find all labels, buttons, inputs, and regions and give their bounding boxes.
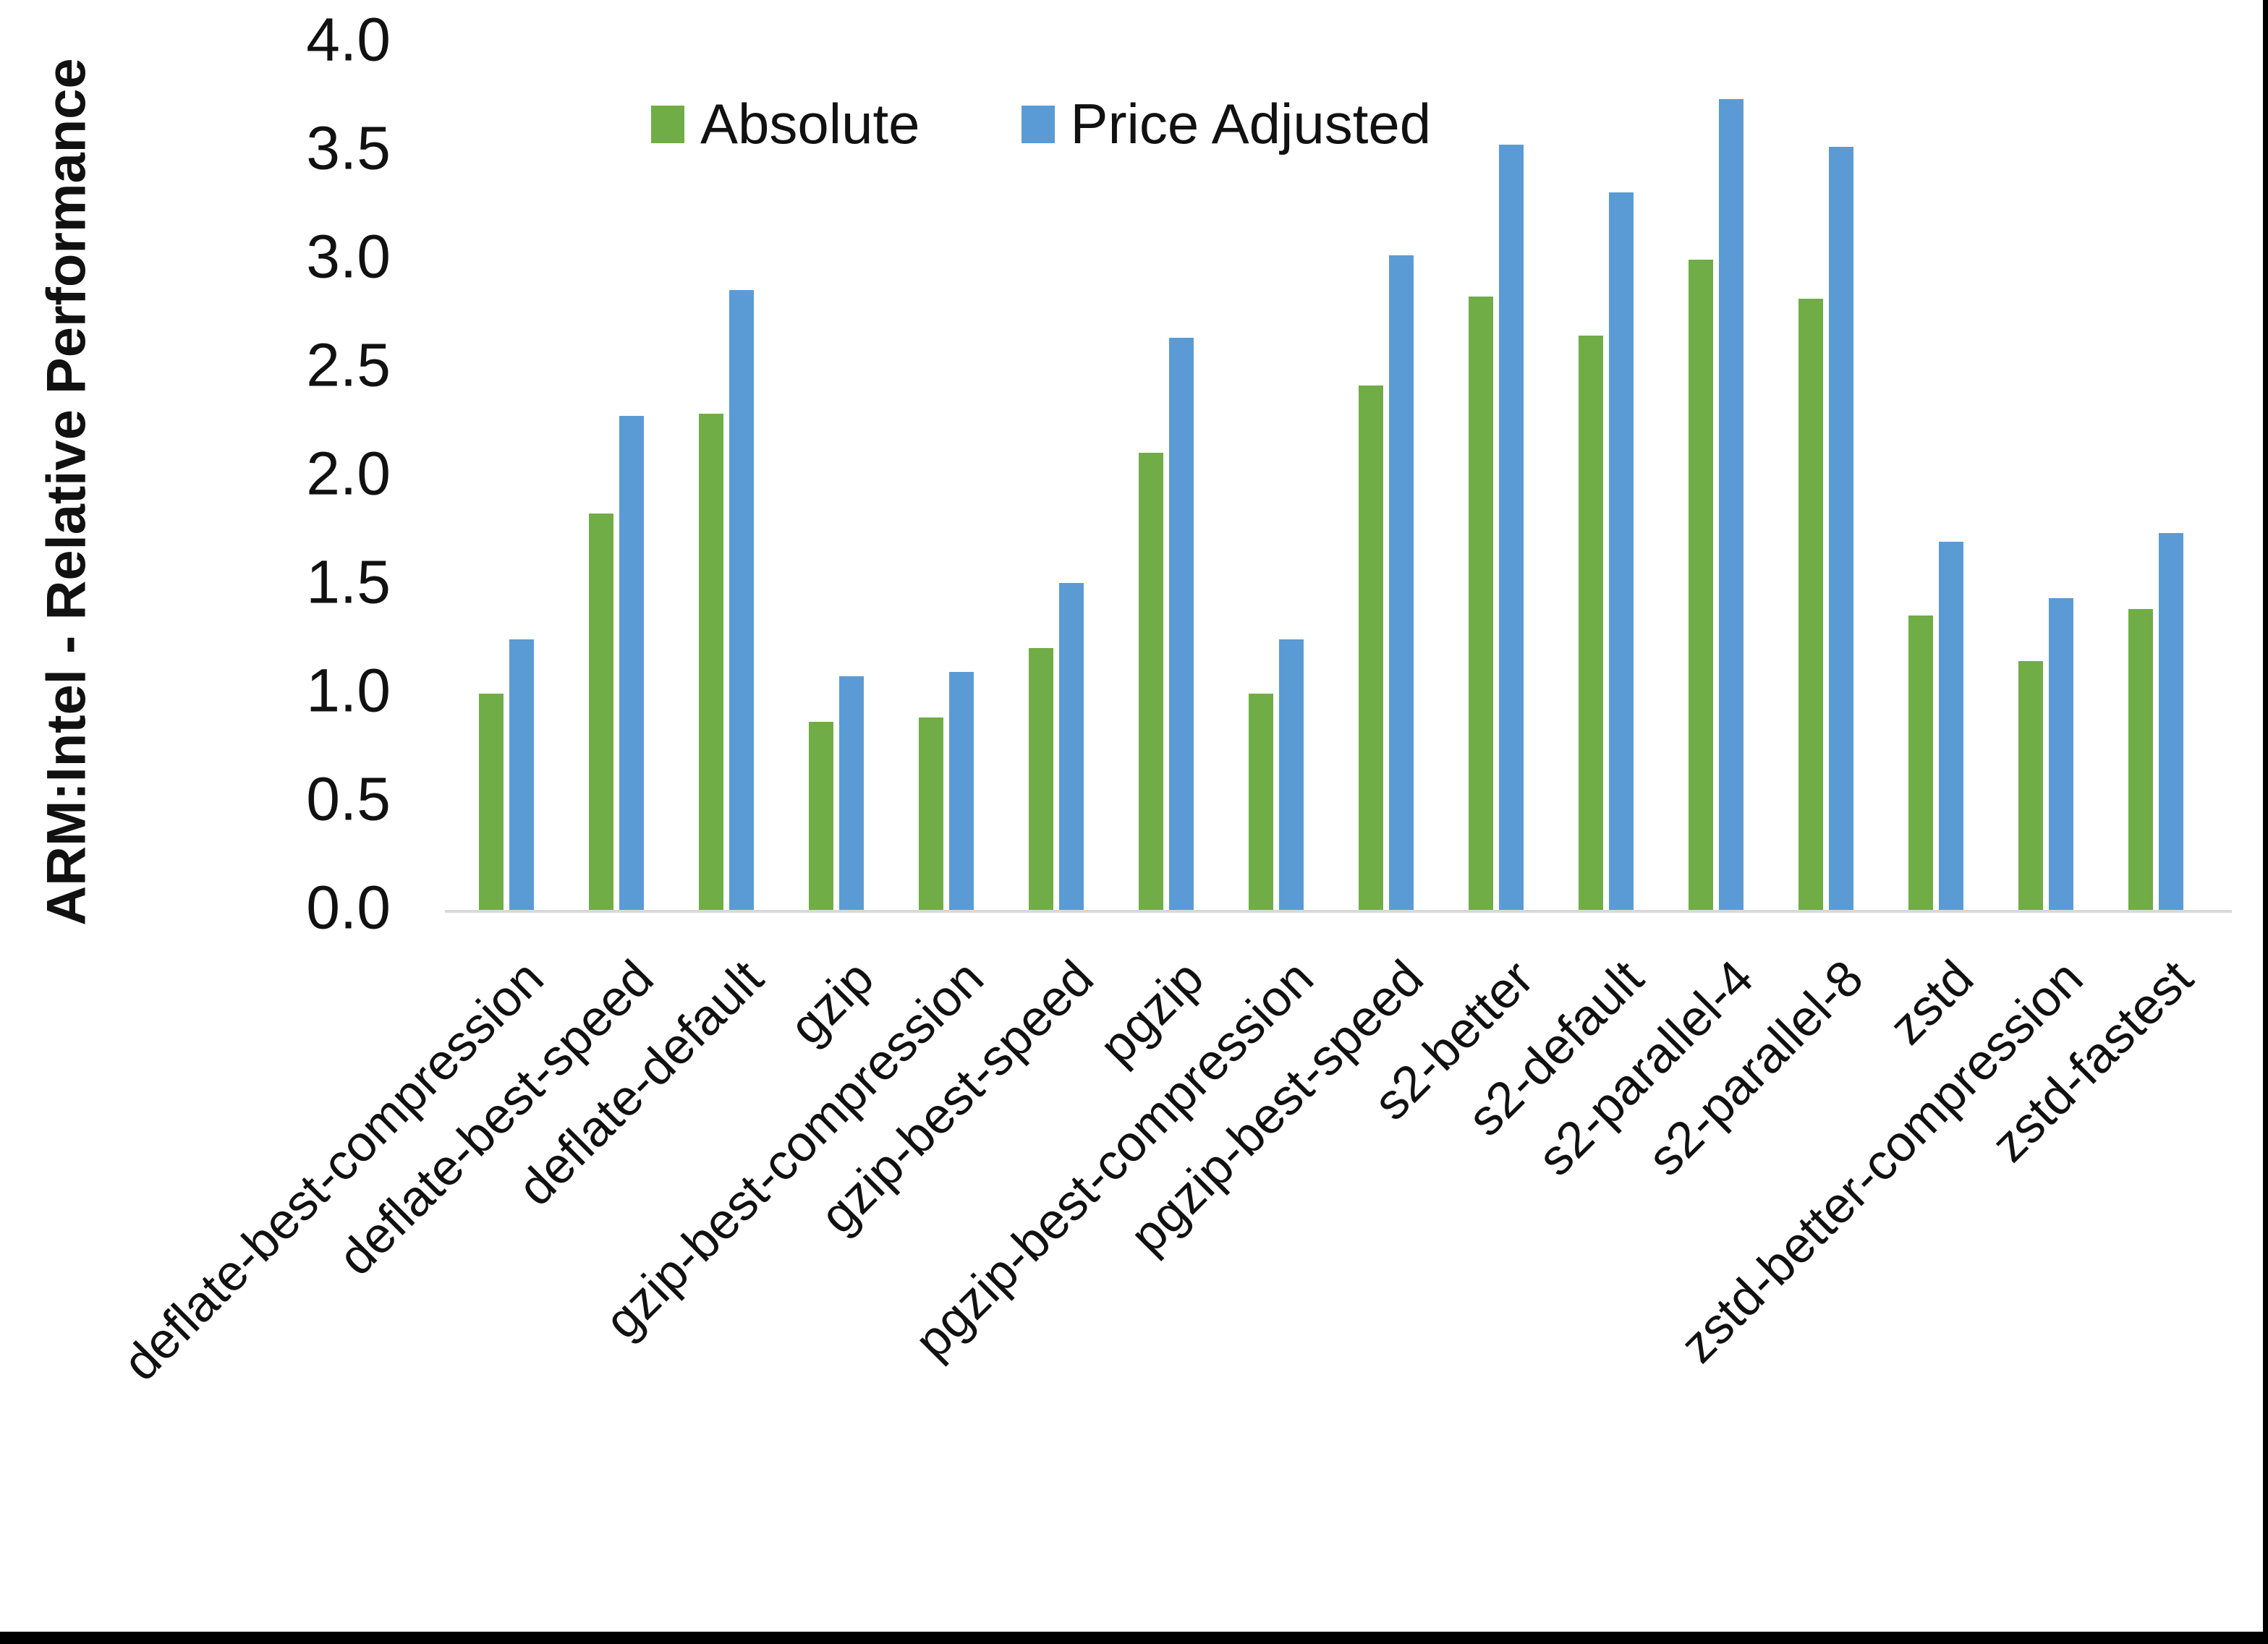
bar-absolute-s2-parallel-8 [1798, 299, 1823, 911]
y-tick-label-4.0: 4.0 [306, 5, 391, 74]
bar-price-adjusted-zstd-better-compression [2049, 598, 2073, 911]
y-axis-title: ARM:Intel - Relative Performance [35, 58, 98, 926]
bar-price-adjusted-pgzip-best-speed [1389, 255, 1414, 911]
x-category-label-deflate-best-compression: deflate-best-compression [111, 949, 554, 1392]
bar-absolute-s2-parallel-4 [1689, 260, 1713, 911]
legend-label-price-adjusted: Price Adjusted [1070, 92, 1432, 156]
x-axis-baseline [445, 910, 2232, 913]
frame-right-border [2263, 0, 2268, 1644]
y-tick-label-3.0: 3.0 [306, 222, 391, 291]
bar-price-adjusted-zstd [1939, 542, 1963, 911]
y-tick-label-1.5: 1.5 [306, 548, 391, 616]
bar-absolute-pgzip-best-compression [1249, 694, 1273, 911]
bar-price-adjusted-deflate-best-compression [509, 639, 534, 911]
bar-price-adjusted-pgzip [1169, 338, 1194, 911]
bar-absolute-deflate-default [699, 414, 723, 911]
bar-absolute-s2-better [1469, 297, 1493, 911]
bar-absolute-zstd [1908, 616, 1933, 911]
bar-absolute-s2-default [1579, 336, 1603, 911]
y-tick-label-0.0: 0.0 [306, 873, 391, 942]
bar-price-adjusted-s2-parallel-8 [1829, 147, 1853, 911]
y-tick-label-0.5: 0.5 [306, 764, 391, 833]
bar-price-adjusted-gzip-best-compression [949, 672, 974, 911]
bar-absolute-pgzip [1139, 453, 1163, 911]
bar-absolute-zstd-fastest [2128, 609, 2153, 911]
bar-price-adjusted-deflate-best-speed [619, 416, 644, 911]
bar-absolute-pgzip-best-speed [1359, 386, 1383, 911]
legend-item-price-adjusted: Price Adjusted [1021, 91, 1432, 157]
bar-price-adjusted-s2-default [1609, 192, 1634, 911]
bar-absolute-zstd-better-compression [2018, 661, 2043, 911]
bar-price-adjusted-pgzip-best-compression [1279, 639, 1304, 911]
bar-price-adjusted-gzip [839, 676, 864, 911]
legend-item-absolute: Absolute [651, 91, 920, 157]
y-tick-label-2.5: 2.5 [306, 331, 391, 399]
bar-price-adjusted-gzip-best-speed [1059, 583, 1084, 911]
bar-absolute-deflate-best-speed [589, 514, 613, 911]
bar-absolute-deflate-best-compression [479, 694, 504, 911]
legend: Absolute Price Adjusted [651, 91, 1431, 157]
bar-price-adjusted-zstd-fastest [2159, 533, 2183, 911]
bar-absolute-gzip-best-speed [1029, 648, 1053, 911]
bar-price-adjusted-s2-better [1499, 145, 1524, 911]
bar-price-adjusted-deflate-default [729, 290, 754, 911]
y-tick-label-1.0: 1.0 [306, 656, 391, 725]
bar-absolute-gzip-best-compression [919, 717, 943, 911]
y-tick-label-2.0: 2.0 [306, 439, 391, 508]
frame-bottom-border [0, 1632, 2268, 1644]
bar-absolute-gzip [809, 722, 833, 911]
legend-label-absolute: Absolute [700, 92, 920, 156]
legend-swatch-absolute [651, 105, 684, 143]
legend-swatch-price-adjusted [1021, 105, 1055, 143]
bar-price-adjusted-s2-parallel-4 [1719, 99, 1744, 911]
y-tick-label-3.5: 3.5 [306, 114, 391, 182]
